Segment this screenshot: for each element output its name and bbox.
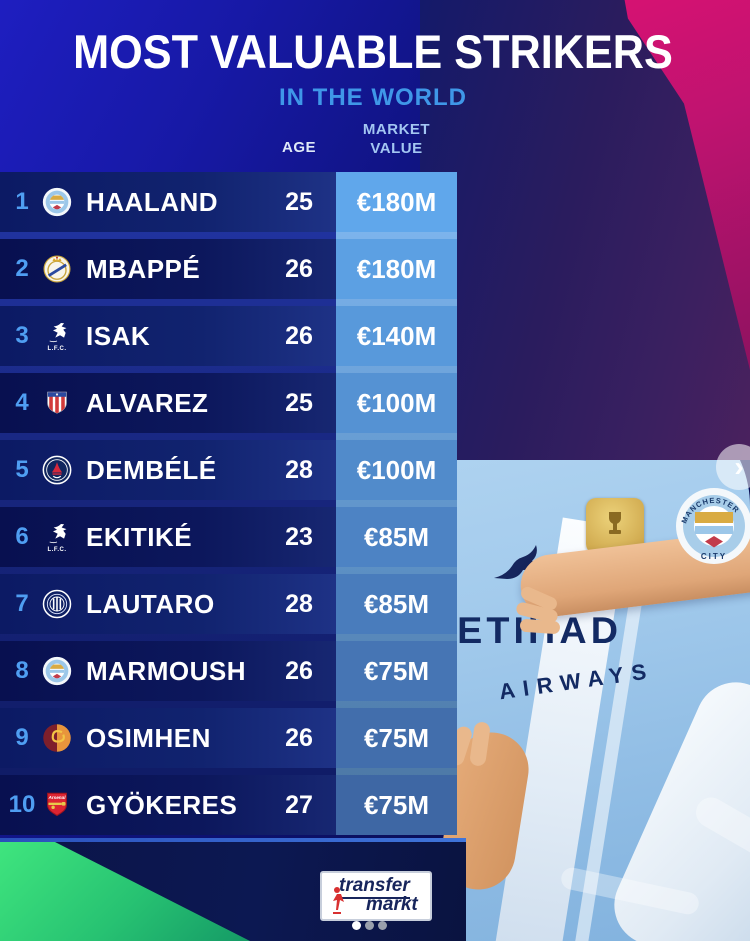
market-value-cell: €85M bbox=[336, 574, 457, 634]
logo-text-transfer: transfer bbox=[339, 875, 410, 899]
rank-number: 3 bbox=[15, 322, 29, 349]
player-name: EKITIKÉ bbox=[86, 521, 193, 552]
market-value-cell: €75M bbox=[336, 708, 457, 768]
manchester-city-badge bbox=[40, 641, 74, 701]
player-name: OSIMHEN bbox=[86, 722, 211, 753]
table-row[interactable]: 8 MARMOUSH 26 €75M bbox=[0, 641, 457, 701]
table-row[interactable]: 4 ALVAREZ 25 €100M bbox=[0, 373, 457, 433]
table-row[interactable]: 7 LAUTARO 28 €85M bbox=[0, 574, 457, 634]
player-age: 26 bbox=[285, 254, 313, 283]
inter-badge bbox=[40, 574, 74, 634]
page-subtitle: IN THE WORLD bbox=[279, 84, 467, 111]
rank-number: 4 bbox=[15, 389, 29, 416]
rankings-table: 1 HAALAND 25 €180M 2 MBAPPÉ 26 €180M 3 L.F.C. I… bbox=[0, 172, 457, 835]
player-age: 23 bbox=[285, 522, 313, 551]
rank-number: 2 bbox=[15, 255, 29, 282]
rank-number: 6 bbox=[15, 523, 29, 550]
carousel-dot-active[interactable] bbox=[352, 921, 361, 930]
rank-number: 9 bbox=[15, 724, 29, 751]
transfermarkt-logo[interactable]: transfer markt bbox=[320, 871, 432, 921]
market-value-cell: €100M bbox=[336, 373, 457, 433]
liverpool-badge: L.F.C. bbox=[40, 507, 74, 567]
rank-number: 10 bbox=[8, 791, 36, 818]
carousel-next-button[interactable]: › bbox=[716, 444, 750, 490]
atletico-badge bbox=[40, 373, 74, 433]
table-row[interactable]: 10 Arsenal GYÖKERES 27 €75M bbox=[0, 775, 457, 835]
chevron-right-icon: › bbox=[734, 451, 744, 482]
table-row[interactable]: 5 DEMBÉLÉ 28 €100M bbox=[0, 440, 457, 500]
player-age: 26 bbox=[285, 656, 313, 685]
logo-text-markt: markt bbox=[366, 894, 418, 915]
column-header-age: AGE bbox=[281, 139, 316, 156]
carousel-dot[interactable] bbox=[365, 921, 374, 930]
player-name: GYÖKERES bbox=[86, 789, 238, 820]
player-name: LAUTARO bbox=[86, 588, 215, 619]
market-value-cell: €100M bbox=[336, 440, 457, 500]
rank-number: 1 bbox=[15, 188, 29, 215]
divider-line bbox=[0, 838, 466, 842]
svg-text:CITY: CITY bbox=[701, 552, 727, 561]
player-finger bbox=[519, 618, 561, 635]
rank-number: 7 bbox=[15, 590, 29, 617]
player-name: HAALAND bbox=[86, 186, 219, 217]
psg-badge bbox=[40, 440, 74, 500]
player-age: 28 bbox=[285, 455, 313, 484]
column-header-market-value: MARKET VALUE bbox=[362, 121, 431, 157]
player-age: 27 bbox=[285, 790, 313, 819]
rank-number: 5 bbox=[15, 456, 29, 483]
market-value-cell: €140M bbox=[336, 306, 457, 366]
table-row[interactable]: 6 L.F.C. EKITIKÉ 23 €85M bbox=[0, 507, 457, 567]
carousel-dot[interactable] bbox=[378, 921, 387, 930]
badge-caption: L.F.C. bbox=[47, 345, 67, 352]
real-madrid-badge bbox=[40, 239, 74, 299]
player-age: 25 bbox=[285, 388, 313, 417]
player-age: 26 bbox=[285, 321, 313, 350]
player-name: DEMBÉLÉ bbox=[86, 454, 217, 485]
player-age: 26 bbox=[285, 723, 313, 752]
market-value-cell: €180M bbox=[336, 172, 457, 232]
rank-number: 8 bbox=[15, 657, 29, 684]
liverpool-badge: L.F.C. bbox=[40, 306, 74, 366]
page-title: MOST VALUABLE STRIKERS bbox=[73, 25, 673, 78]
player-age: 25 bbox=[285, 187, 313, 216]
manchester-city-badge bbox=[40, 172, 74, 232]
carousel-dots bbox=[352, 921, 387, 930]
badge-caption: L.F.C. bbox=[47, 546, 67, 553]
table-row[interactable]: 3 L.F.C. ISAK 26 €140M bbox=[0, 306, 457, 366]
player-name: MBAPPÉ bbox=[86, 253, 201, 284]
galatasaray-badge bbox=[40, 708, 74, 768]
table-row[interactable]: 9 OSIMHEN 26 €75M bbox=[0, 708, 457, 768]
table-row[interactable]: 2 MBAPPÉ 26 €180M bbox=[0, 239, 457, 299]
svg-text:Arsenal: Arsenal bbox=[47, 795, 66, 800]
player-name: ALVAREZ bbox=[86, 387, 209, 418]
player-age: 28 bbox=[285, 589, 313, 618]
arsenal-badge: Arsenal bbox=[40, 775, 74, 835]
jersey-sponsor-text: ETIHAD bbox=[457, 610, 750, 652]
table-row[interactable]: 1 HAALAND 25 €180M bbox=[0, 172, 457, 232]
market-value-cell: €75M bbox=[336, 641, 457, 701]
goalkeeper-figure-icon bbox=[329, 886, 345, 921]
player-name: MARMOUSH bbox=[86, 655, 246, 686]
market-value-cell: €75M bbox=[336, 775, 457, 835]
market-value-cell: €180M bbox=[336, 239, 457, 299]
market-value-cell: €85M bbox=[336, 507, 457, 567]
player-name: ISAK bbox=[86, 320, 151, 351]
